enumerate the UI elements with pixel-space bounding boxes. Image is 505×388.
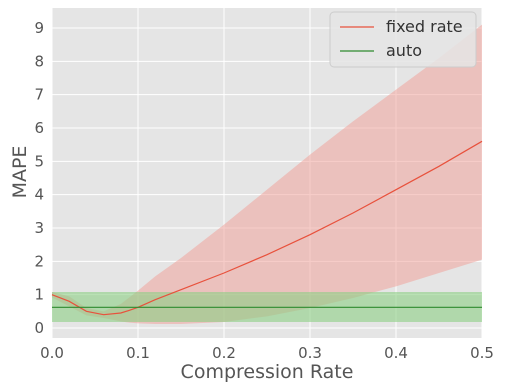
y-tick-label: 1 bbox=[34, 286, 44, 304]
y-tick-labels: 0 1 2 3 4 5 6 7 8 9 bbox=[34, 19, 44, 337]
band-fixed-rate bbox=[52, 24, 482, 324]
y-tick-label: 9 bbox=[34, 19, 44, 37]
x-tick-label: 0.3 bbox=[298, 344, 322, 362]
y-tick-label: 4 bbox=[34, 186, 44, 204]
y-tick-label: 0 bbox=[34, 319, 44, 337]
legend-label-auto: auto bbox=[386, 41, 422, 60]
x-tick-labels: 0.0 0.1 0.2 0.3 0.4 0.5 bbox=[40, 344, 494, 362]
y-tick-label: 8 bbox=[34, 52, 44, 70]
line-fixed-rate bbox=[51, 140, 483, 316]
y-tick-label: 7 bbox=[34, 86, 44, 104]
x-tick-label: 0.0 bbox=[40, 344, 64, 362]
series-lines bbox=[51, 140, 483, 316]
x-tick-label: 0.2 bbox=[212, 344, 236, 362]
y-tick-label: 2 bbox=[34, 252, 44, 270]
x-tick-label: 0.4 bbox=[384, 344, 408, 362]
x-axis-label: Compression Rate bbox=[181, 361, 354, 383]
y-axis-label: MAPE bbox=[9, 146, 31, 199]
y-tick-label: 3 bbox=[34, 219, 44, 237]
y-tick-label: 5 bbox=[34, 152, 44, 170]
legend-label-fixed-rate: fixed rate bbox=[386, 17, 463, 36]
legend: fixed rate auto bbox=[329, 11, 477, 68]
legend-box bbox=[329, 11, 477, 68]
x-tick-label: 0.1 bbox=[126, 344, 150, 362]
x-tick-label: 0.5 bbox=[470, 344, 494, 362]
y-tick-label: 6 bbox=[34, 119, 44, 137]
